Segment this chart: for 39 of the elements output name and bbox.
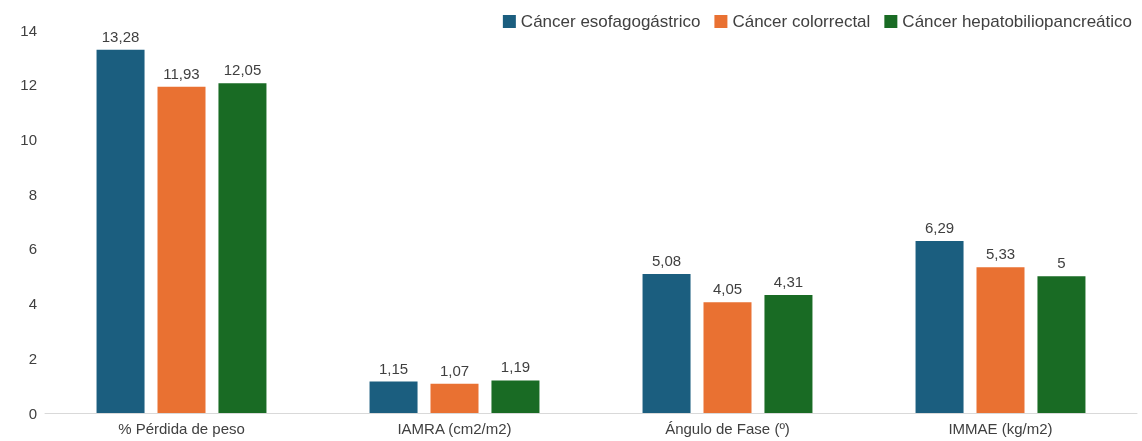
data-label: 11,93 [163, 64, 200, 82]
data-label: 12,05 [223, 61, 262, 79]
legend-label: Cáncer colorrectal [732, 12, 871, 31]
data-label: 1,15 [378, 359, 409, 377]
y-tick-label: 2 [28, 349, 37, 367]
data-label: 4,05 [712, 280, 743, 298]
bar [976, 267, 1025, 413]
y-tick-label: 8 [28, 185, 37, 203]
bar [491, 380, 540, 413]
bar [218, 83, 267, 413]
data-label: 5,33 [985, 245, 1016, 263]
data-label: 6,29 [924, 218, 955, 236]
x-tick-label: IMMAE (kg/m2) [948, 420, 1053, 437]
x-tick-label: IAMRA (cm2/m2) [397, 420, 512, 437]
bar [764, 295, 813, 413]
bar [1037, 276, 1086, 413]
data-label: 1,07 [439, 361, 470, 379]
data-label: 4,31 [773, 273, 804, 291]
bar [369, 381, 418, 413]
y-tick-label: 12 [20, 76, 37, 94]
bar [703, 302, 752, 413]
y-tick-label: 10 [20, 130, 37, 148]
bar [430, 383, 479, 413]
data-label: 5,08 [651, 252, 682, 270]
y-tick-label: 6 [28, 240, 37, 258]
y-tick-label: 4 [28, 295, 37, 313]
legend-label: Cáncer esofagogástrico [520, 12, 701, 31]
data-label: 5 [1057, 254, 1066, 272]
legend-label: Cáncer hepatobiliopancreático [902, 12, 1133, 31]
bar [915, 240, 964, 413]
data-label: 13,28 [101, 27, 140, 45]
bar [157, 86, 206, 413]
x-tick-label: % Pérdida de peso [118, 420, 245, 437]
data-label: 1,19 [500, 358, 531, 376]
y-tick-label: 0 [28, 404, 37, 422]
x-tick-label: Ángulo de Fase (º) [665, 420, 790, 437]
bar [96, 49, 145, 413]
y-tick-label: 14 [20, 21, 37, 39]
bar [642, 274, 691, 413]
